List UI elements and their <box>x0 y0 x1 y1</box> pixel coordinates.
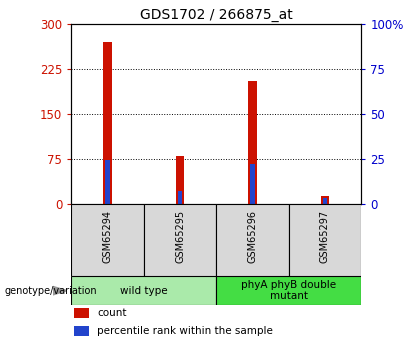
Bar <box>71 204 144 276</box>
Bar <box>323 198 327 204</box>
Bar <box>250 164 255 204</box>
Polygon shape <box>52 286 67 295</box>
Bar <box>178 191 182 204</box>
Bar <box>103 42 112 204</box>
Bar <box>176 156 184 204</box>
Bar <box>105 160 110 204</box>
Bar <box>74 326 89 336</box>
Text: GSM65297: GSM65297 <box>320 210 330 263</box>
Bar <box>289 204 361 276</box>
Text: genotype/variation: genotype/variation <box>4 286 97 296</box>
Bar <box>144 204 216 276</box>
Text: wild type: wild type <box>120 286 168 296</box>
Text: count: count <box>97 308 127 318</box>
Text: phyA phyB double
mutant: phyA phyB double mutant <box>241 280 336 302</box>
Bar <box>71 276 216 305</box>
Bar <box>320 196 329 204</box>
Text: GSM65295: GSM65295 <box>175 210 185 263</box>
Title: GDS1702 / 266875_at: GDS1702 / 266875_at <box>140 8 293 22</box>
Text: GSM65296: GSM65296 <box>247 210 257 263</box>
Text: percentile rank within the sample: percentile rank within the sample <box>97 326 273 336</box>
Bar <box>216 204 289 276</box>
Text: GSM65294: GSM65294 <box>102 210 113 263</box>
Bar <box>248 81 257 204</box>
Bar <box>74 308 89 318</box>
Bar <box>216 276 361 305</box>
